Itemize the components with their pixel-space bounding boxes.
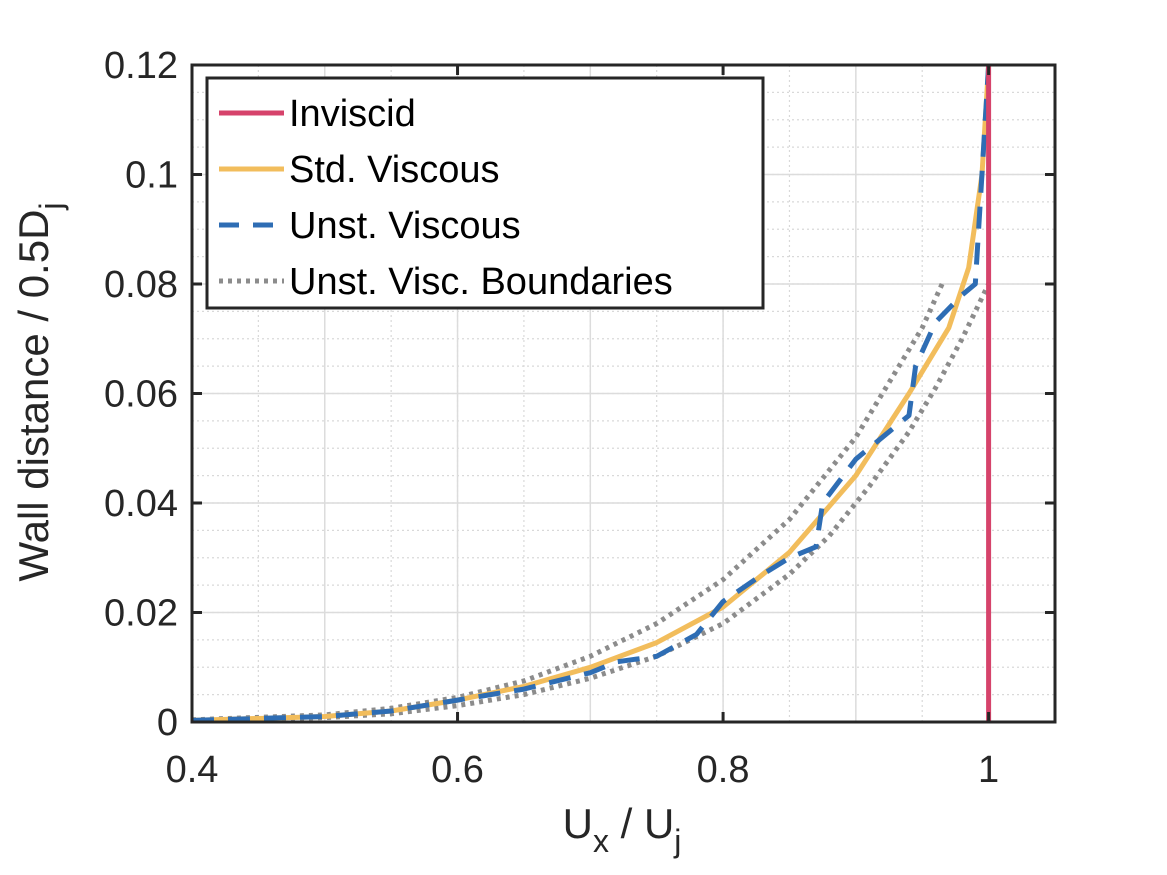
y-tick-label: 0 [157, 702, 178, 744]
y-label-sub: j [33, 202, 69, 210]
y-tick-label: 0.02 [104, 593, 178, 635]
x-tick-label: 0.4 [166, 749, 219, 791]
x-label-sub1: x [593, 823, 609, 859]
x-label-sub2: j [673, 823, 681, 859]
y-tick-label: 0.08 [104, 264, 178, 306]
y-tick-label: 0.06 [104, 374, 178, 416]
y-tick-label: 0.12 [104, 45, 178, 87]
x-tick-label: 1 [978, 749, 999, 791]
x-tick-label: 0.8 [697, 749, 750, 791]
series-line-unst-viscous [191, 64, 992, 723]
y-tick-label: 0.04 [104, 483, 178, 525]
legend: Inviscid Std. Viscous Unst. Viscous Unst. V… [205, 76, 765, 310]
series-line-unst-visc-boundaries [191, 282, 945, 723]
series-group [191, 64, 992, 724]
x-tick-label: 0.6 [431, 749, 484, 791]
legend-label: Unst. Viscous [289, 205, 521, 247]
x-label-main: U [563, 800, 593, 847]
legend-label: Std. Viscous [289, 149, 500, 191]
y-axis-label: Wall distance / 0.5Dj [10, 202, 69, 581]
x-axis-label: Ux / Uj [563, 800, 682, 859]
legend-label: Inviscid [289, 93, 416, 135]
legend-box [205, 76, 765, 310]
legend-label: Unst. Visc. Boundaries [289, 261, 673, 303]
y-tick-label: 0.1 [125, 155, 178, 197]
x-label-mid: / U [609, 800, 674, 847]
y-label-main: Wall distance / 0.5D [10, 210, 57, 582]
tick-labels: 0.4 0.6 0.8 1 0 0.02 0.04 0.06 0.08 0.1 0.12 [104, 45, 999, 791]
series-line-unst-visc-boundaries-lower [191, 282, 991, 724]
ticks [190, 63, 1055, 724]
